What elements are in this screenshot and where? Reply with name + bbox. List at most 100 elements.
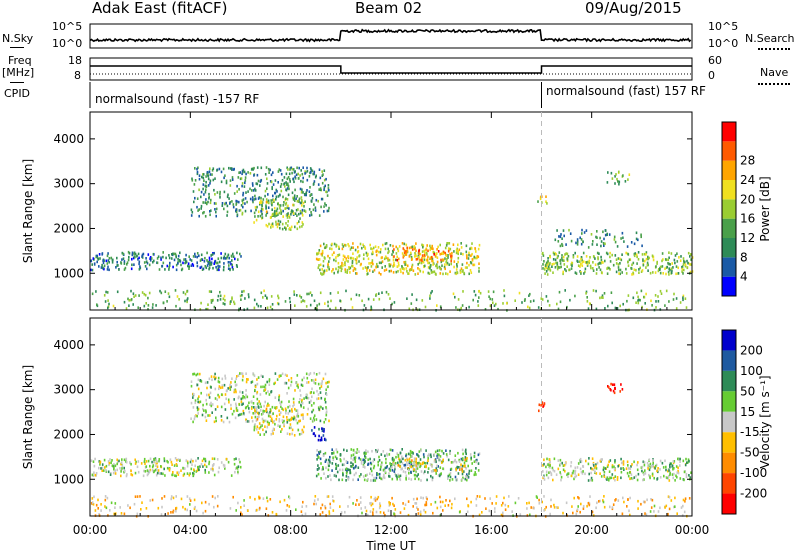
velocity-cell bbox=[371, 473, 374, 477]
power-cell bbox=[220, 256, 223, 260]
velocity-cell bbox=[407, 513, 410, 517]
velocity-cell bbox=[680, 506, 683, 509]
velocity-cell bbox=[182, 505, 184, 509]
velocity-cell bbox=[315, 418, 318, 421]
power-cell bbox=[327, 263, 329, 267]
velocity-cell bbox=[580, 460, 583, 463]
velocity-cell bbox=[412, 466, 415, 470]
power-cell bbox=[224, 174, 226, 177]
power-cell bbox=[647, 255, 649, 259]
velocity-cell bbox=[195, 414, 197, 417]
velocity-cell bbox=[252, 395, 255, 398]
velocity-cell bbox=[167, 512, 169, 515]
power-cell bbox=[252, 184, 254, 187]
velocity-cell bbox=[194, 464, 196, 468]
velocity-panel-frame bbox=[89, 317, 693, 517]
velocity-cell bbox=[439, 455, 442, 458]
power-cell bbox=[290, 166, 293, 170]
velocity-cell bbox=[396, 452, 398, 455]
velocity-cell bbox=[230, 385, 232, 389]
power-cell bbox=[657, 295, 659, 298]
velocity-cell bbox=[198, 401, 201, 404]
power-cell bbox=[296, 199, 299, 203]
velocity-cell bbox=[240, 506, 242, 509]
power-cell bbox=[554, 266, 557, 269]
power-cell bbox=[123, 300, 126, 304]
velocity-cell bbox=[576, 466, 579, 469]
power-cell bbox=[199, 308, 202, 311]
power-cell bbox=[133, 263, 135, 266]
power-cell bbox=[624, 180, 627, 183]
velocity-cell bbox=[690, 471, 692, 474]
power-cell bbox=[196, 255, 198, 259]
power-cell bbox=[313, 170, 316, 174]
power-cell bbox=[280, 212, 282, 215]
power-cell bbox=[130, 267, 133, 271]
velocity-cell bbox=[301, 401, 304, 405]
power-cell bbox=[152, 252, 155, 256]
velocity-cell bbox=[361, 511, 363, 515]
velocity-cell bbox=[429, 453, 432, 457]
velocity-colorbar-segment bbox=[722, 330, 736, 351]
velocity-cell bbox=[411, 455, 413, 458]
x-tick-label: 04:00 bbox=[173, 523, 208, 537]
power-cell bbox=[266, 182, 269, 185]
power-cell bbox=[542, 263, 544, 266]
velocity-cell bbox=[167, 460, 169, 464]
velocity-cell bbox=[317, 382, 320, 386]
velocity-cell bbox=[129, 461, 131, 464]
power-cell bbox=[350, 256, 352, 260]
velocity-cell bbox=[380, 453, 383, 456]
power-cell bbox=[432, 270, 434, 274]
velocity-cell bbox=[251, 405, 253, 409]
power-cell bbox=[425, 258, 428, 262]
velocity-cell bbox=[419, 458, 422, 461]
velocity-cell bbox=[313, 416, 315, 420]
power-cell bbox=[414, 255, 416, 258]
velocity-cell bbox=[564, 469, 566, 473]
power-cell bbox=[559, 300, 562, 304]
velocity-cell bbox=[473, 460, 476, 463]
power-cell bbox=[253, 166, 255, 170]
velocity-cell bbox=[476, 495, 479, 498]
velocity-cell bbox=[166, 459, 168, 463]
velocity-cell bbox=[454, 475, 457, 479]
velocity-cell bbox=[200, 462, 203, 466]
velocity-cell bbox=[651, 498, 654, 502]
x-tick-label: 00:00 bbox=[675, 523, 710, 537]
velocity-cell bbox=[104, 505, 106, 508]
velocity-cell bbox=[225, 389, 228, 393]
power-cell bbox=[206, 264, 209, 267]
power-cell bbox=[162, 251, 164, 254]
power-cell bbox=[574, 271, 577, 274]
velocity-cell bbox=[218, 395, 220, 399]
velocity-cell bbox=[411, 464, 414, 468]
velocity-cell bbox=[414, 502, 416, 505]
power-cell bbox=[93, 263, 96, 266]
power-cell bbox=[265, 214, 267, 217]
velocity-cell bbox=[380, 477, 382, 481]
power-cell bbox=[417, 267, 419, 270]
velocity-cell bbox=[400, 458, 402, 461]
velocity-cell bbox=[242, 412, 245, 415]
power-cell bbox=[671, 262, 673, 265]
velocity-cell bbox=[511, 510, 513, 513]
power-cell bbox=[138, 256, 140, 260]
power-cell bbox=[689, 253, 692, 256]
power-cell bbox=[444, 263, 446, 266]
velocity-cell bbox=[339, 454, 342, 457]
power-cell bbox=[656, 260, 658, 264]
velocity-cell bbox=[178, 471, 180, 474]
velocity-cell bbox=[262, 497, 265, 500]
velocity-cell bbox=[208, 396, 211, 399]
velocity-cell bbox=[426, 478, 428, 482]
velocity-cell bbox=[233, 462, 236, 466]
velocity-cell bbox=[423, 471, 425, 475]
power-cell bbox=[213, 305, 216, 309]
velocity-cell bbox=[256, 382, 259, 386]
power-cell bbox=[269, 180, 272, 183]
power-cell bbox=[91, 263, 93, 266]
velocity-cell bbox=[538, 403, 541, 407]
velocity-cell bbox=[327, 458, 330, 462]
velocity-cell bbox=[413, 473, 416, 477]
